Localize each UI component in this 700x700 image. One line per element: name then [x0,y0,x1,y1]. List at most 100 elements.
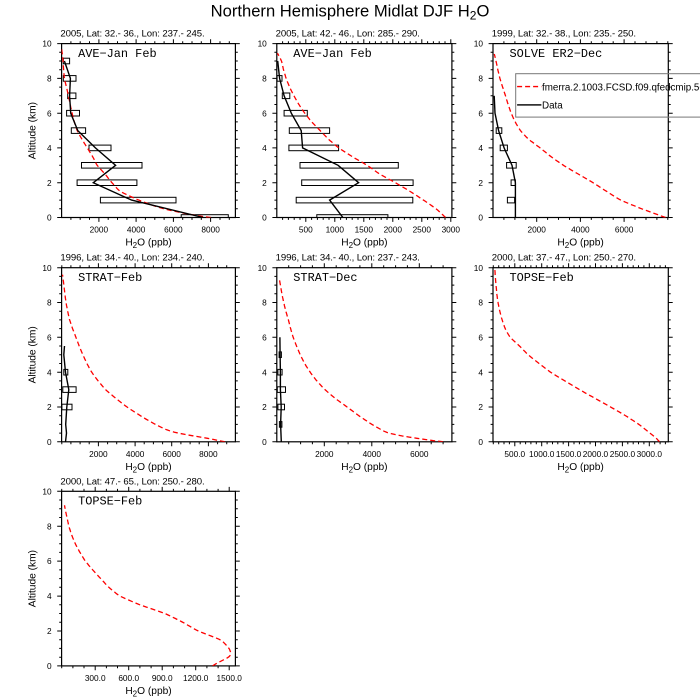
svg-text:2: 2 [478,402,483,412]
svg-text:3000: 3000 [442,225,461,235]
svg-text:10: 10 [42,263,52,273]
svg-text:2000: 2000 [527,225,546,235]
svg-text:H2O (ppb): H2O (ppb) [125,238,171,251]
svg-text:4: 4 [262,367,267,377]
svg-text:H2O (ppb): H2O (ppb) [341,462,387,475]
svg-text:4: 4 [47,143,52,153]
svg-text:6: 6 [262,108,267,118]
svg-text:H2O (ppb): H2O (ppb) [557,238,603,251]
svg-text:2: 2 [47,626,52,636]
svg-text:2000, Lat: 47.- 65., Lon: 250.: 2000, Lat: 47.- 65., Lon: 250.- 280. [60,476,204,487]
svg-text:4: 4 [47,591,52,601]
svg-text:6: 6 [47,332,52,342]
svg-text:10: 10 [258,39,268,49]
svg-text:8000: 8000 [201,225,220,235]
svg-text:AVE−Jan Feb: AVE−Jan Feb [293,47,372,61]
svg-text:3000.0: 3000.0 [637,449,663,459]
svg-text:2: 2 [478,178,483,188]
svg-text:H2O (ppb): H2O (ppb) [125,686,171,699]
svg-text:500.0: 500.0 [504,449,525,459]
svg-text:8: 8 [478,74,483,84]
svg-text:4000: 4000 [126,449,145,459]
svg-text:0: 0 [47,661,52,671]
svg-text:900.0: 900.0 [152,673,173,683]
svg-text:4: 4 [478,367,483,377]
svg-text:4000: 4000 [127,225,146,235]
svg-text:Northern Hemisphere Midlat DJF: Northern Hemisphere Midlat DJF H2O [211,2,490,23]
svg-text:6: 6 [478,108,483,118]
svg-text:H2O (ppb): H2O (ppb) [341,238,387,251]
svg-text:STRAT−Dec: STRAT−Dec [293,271,357,285]
svg-text:2000, Lat: 37.- 47., Lon: 250.: 2000, Lat: 37.- 47., Lon: 250.- 270. [492,253,636,264]
svg-text:1000: 1000 [326,225,345,235]
svg-text:AVE−Jan Feb: AVE−Jan Feb [78,47,157,61]
svg-text:6000: 6000 [162,449,181,459]
svg-text:0: 0 [478,437,483,447]
svg-text:SOLVE ER2−Dec: SOLVE ER2−Dec [510,47,603,61]
svg-text:8000: 8000 [199,449,218,459]
svg-text:2: 2 [47,402,52,412]
svg-text:2005, Lat: 32.- 36., Lon: 237.: 2005, Lat: 32.- 36., Lon: 237.- 245. [60,29,204,40]
svg-text:H2O (ppb): H2O (ppb) [557,462,603,475]
svg-text:10: 10 [474,263,484,273]
svg-text:0: 0 [47,213,52,223]
svg-text:TOPSE−Feb: TOPSE−Feb [78,495,142,509]
svg-text:1999, Lat: 32.- 38., Lon: 235.: 1999, Lat: 32.- 38., Lon: 235.- 250. [492,29,636,40]
svg-text:2000.0: 2000.0 [583,449,609,459]
svg-text:1500.0: 1500.0 [556,449,582,459]
svg-text:H2O (ppb): H2O (ppb) [125,462,171,475]
svg-text:2000: 2000 [315,449,334,459]
svg-text:1996, Lat: 34.- 40., Lon: 237.: 1996, Lat: 34.- 40., Lon: 237.- 243. [276,253,420,264]
svg-text:10: 10 [42,39,52,49]
svg-text:8: 8 [478,298,483,308]
svg-text:2500: 2500 [413,225,432,235]
svg-text:4: 4 [47,367,52,377]
svg-text:Altitude (km): Altitude (km) [28,326,39,383]
svg-text:6: 6 [47,556,52,566]
svg-text:1000.0: 1000.0 [529,449,555,459]
svg-text:300.0: 300.0 [85,673,106,683]
svg-text:2000: 2000 [90,225,109,235]
svg-text:6: 6 [262,332,267,342]
svg-text:Altitude (km): Altitude (km) [28,550,39,607]
svg-text:2: 2 [47,178,52,188]
svg-text:Data: Data [542,101,563,112]
svg-text:4: 4 [262,143,267,153]
svg-text:6: 6 [478,332,483,342]
svg-text:6000: 6000 [615,225,634,235]
svg-text:8: 8 [47,521,52,531]
svg-text:1200.0: 1200.0 [183,673,209,683]
svg-text:1500: 1500 [355,225,374,235]
svg-text:8: 8 [47,74,52,84]
svg-text:0: 0 [262,213,267,223]
svg-text:10: 10 [258,263,268,273]
svg-text:6: 6 [47,108,52,118]
svg-text:1996, Lat: 34.- 40., Lon: 234.: 1996, Lat: 34.- 40., Lon: 234.- 240. [60,253,204,264]
svg-text:4000: 4000 [363,449,382,459]
svg-text:0: 0 [478,213,483,223]
svg-text:6000: 6000 [164,225,183,235]
svg-text:STRAT−Feb: STRAT−Feb [78,271,142,285]
svg-text:2: 2 [262,178,267,188]
svg-text:2500.0: 2500.0 [610,449,636,459]
svg-text:10: 10 [42,486,52,496]
svg-text:4000: 4000 [571,225,590,235]
svg-text:4: 4 [478,143,483,153]
svg-text:6000: 6000 [410,449,429,459]
svg-text:8: 8 [47,298,52,308]
svg-text:500: 500 [299,225,313,235]
svg-text:0: 0 [262,437,267,447]
svg-text:TOPSE−Feb: TOPSE−Feb [510,271,574,285]
svg-text:2005, Lat: 42.- 46., Lon: 285.: 2005, Lat: 42.- 46., Lon: 285.- 290. [276,29,420,40]
svg-text:fmerra.2.1003.FCSD.f09.qfedcmi: fmerra.2.1003.FCSD.f09.qfedcmip.56L [542,82,700,93]
svg-text:2000: 2000 [89,449,108,459]
svg-text:10: 10 [474,39,484,49]
svg-text:Altitude (km): Altitude (km) [28,102,39,159]
svg-text:2: 2 [262,402,267,412]
svg-text:8: 8 [262,74,267,84]
svg-text:0: 0 [47,437,52,447]
svg-text:600.0: 600.0 [118,673,139,683]
svg-text:1500.0: 1500.0 [217,673,243,683]
svg-text:8: 8 [262,298,267,308]
svg-text:2000: 2000 [384,225,403,235]
